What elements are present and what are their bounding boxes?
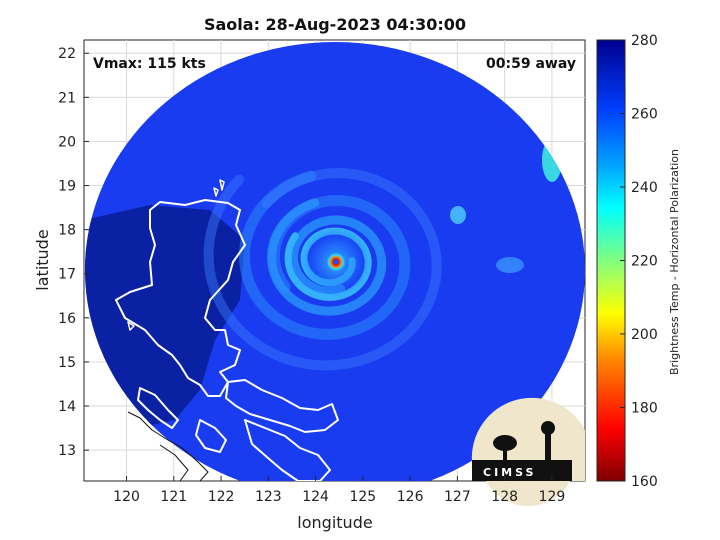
- storm-core: [302, 228, 370, 296]
- colorbar: 160 180 200 220 240 260 280 Brightness Temp - …: [596, 33, 681, 490]
- x-axis-label: longitude: [297, 513, 372, 532]
- cimss-logo: CIMSS: [471, 397, 585, 506]
- x-tick-label: 126: [397, 489, 424, 505]
- colorbar-tick-label: 240: [631, 180, 658, 196]
- colorbar-ticks: 160 180 200 220 240 260 280: [620, 33, 658, 490]
- logo-water-tower-icon: [541, 421, 555, 435]
- y-axis-label: latitude: [33, 229, 52, 290]
- x-tick-label: 120: [113, 489, 140, 505]
- colorbar-tick-label: 160: [631, 474, 658, 490]
- coastline-outside: [127, 411, 209, 481]
- coastline-mindoro: [137, 387, 179, 429]
- eye: [333, 259, 339, 265]
- coastline-panay: [195, 419, 227, 453]
- away-label: 00:59 away: [486, 56, 576, 72]
- x-tick-label: 124: [302, 489, 329, 505]
- coastline-islets: [127, 179, 225, 331]
- chart-title: Saola: 28-Aug-2023 04:30:00: [204, 15, 466, 34]
- x-tick-label: 125: [349, 489, 376, 505]
- coastline-outside-2: [159, 444, 189, 481]
- coastline-luzon: [115, 199, 246, 397]
- y-tick-label: 17: [58, 267, 76, 283]
- y-tick-label: 22: [58, 46, 76, 62]
- rainband-patch-e2: [496, 257, 524, 273]
- coastlines: [115, 179, 339, 481]
- y-tick-label: 15: [58, 355, 76, 371]
- y-axis: 13 14 15 16 17 18 19 20 21 22: [58, 46, 89, 459]
- y-tick-label: 16: [58, 311, 76, 327]
- colorbar-tick-label: 260: [631, 107, 658, 123]
- y-tick-label: 18: [58, 223, 76, 239]
- x-tick-label: 129: [539, 489, 566, 505]
- y-tick-label: 20: [58, 134, 76, 150]
- vmax-label: Vmax: 115 kts: [93, 56, 206, 72]
- rainband-patch-e: [450, 206, 466, 224]
- colorbar-tick-label: 180: [631, 401, 658, 417]
- x-tick-label: 123: [255, 489, 282, 505]
- logo-antenna-post: [503, 447, 507, 465]
- x-tick-label: 121: [160, 489, 187, 505]
- y-tick-label: 13: [58, 443, 76, 459]
- x-tick-label: 122: [208, 489, 235, 505]
- logo-building: [472, 460, 572, 481]
- colorbar-tick-label: 280: [631, 33, 658, 49]
- logo-background: [480, 410, 576, 506]
- colorbar-tick-label: 200: [631, 327, 658, 343]
- colorbar-tick-label: 220: [631, 254, 658, 270]
- logo-tower-legs: [545, 434, 551, 464]
- x-tick-label: 128: [491, 489, 518, 505]
- y-tick-label: 14: [58, 399, 76, 415]
- logo-antenna-icon: [493, 435, 517, 451]
- y-tick-label: 19: [58, 179, 76, 195]
- rainband-arc: [238, 170, 411, 340]
- colorbar-label: Brightness Temp - Horizontal Polarizatio…: [668, 149, 681, 375]
- logo-text: CIMSS: [483, 466, 536, 479]
- coastline-samar: [244, 419, 331, 481]
- x-tick-label: 127: [444, 489, 471, 505]
- y-tick-label: 21: [58, 90, 76, 106]
- coastline-bicol: [225, 379, 339, 433]
- land-dark-region: [85, 205, 245, 430]
- x-axis: 120 121 122 123 124 125 126 127 128 129: [113, 476, 565, 505]
